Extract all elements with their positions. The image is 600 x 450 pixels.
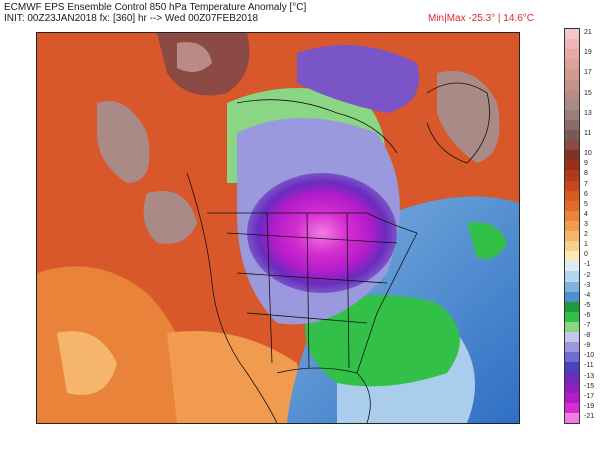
- colorbar-cell: [565, 271, 579, 283]
- colorbar-cell: [565, 59, 579, 70]
- colorbar-cell: [565, 49, 579, 60]
- colorbar-cell: [565, 220, 579, 232]
- coastline-east: [356, 232, 418, 374]
- colorbar-label: -6: [584, 311, 591, 319]
- colorbar-cell: [565, 261, 579, 272]
- colorbar-cell: [565, 241, 579, 252]
- colorbar-cell: [565, 160, 579, 171]
- colorbar-label: 17: [584, 69, 592, 77]
- map-svg: [37, 33, 519, 423]
- coastline-gulf: [276, 367, 371, 423]
- cold-north-arctic: [297, 45, 419, 113]
- temperature-anomaly-map: [36, 32, 520, 424]
- colorbar-label: 8: [584, 170, 588, 178]
- grid-line-4: [266, 212, 273, 364]
- colorbar-label: 5: [584, 200, 588, 208]
- colorbar-label: -3: [584, 281, 591, 289]
- green-atlantic: [467, 222, 507, 259]
- colorbar-label: -13: [584, 372, 595, 380]
- colorbar-cell: [565, 200, 579, 212]
- colorbar-cell: [565, 210, 579, 222]
- colorbar-label: 15: [584, 89, 592, 97]
- colorbar-label: 21: [584, 29, 592, 37]
- colorbar-cell: [565, 412, 579, 424]
- grid-line-2: [236, 272, 388, 284]
- colorbar-label: 0: [584, 251, 588, 259]
- colorbar-cell: [565, 170, 579, 182]
- colorbar-label: 10: [584, 150, 592, 158]
- colorbar-label: -11: [584, 362, 594, 370]
- coastline-west: [186, 172, 278, 423]
- colorbar-cell: [565, 362, 579, 373]
- colorbar-cell: [565, 382, 579, 394]
- colorbar-cell: [565, 281, 579, 293]
- colorbar-cell: [565, 231, 579, 242]
- colorbar-cell: [565, 352, 579, 363]
- cold-core: [247, 173, 397, 293]
- colorbar-label: 1: [584, 241, 588, 249]
- green-east-coast: [305, 295, 460, 387]
- grid-line-5: [306, 212, 310, 369]
- colorbar-label: 6: [584, 190, 588, 198]
- colorbar-cell: [565, 342, 579, 353]
- colorbar-label: -21: [584, 412, 595, 420]
- borders: [186, 82, 490, 423]
- colorbar-label: -1: [584, 261, 591, 269]
- init-forecast-line: INIT: 00Z23JAN2018 fx: [360] hr --> Wed …: [4, 13, 259, 24]
- colorbar-label: 11: [584, 130, 592, 138]
- hot-patch-west: [143, 191, 197, 244]
- colorbar-cell: [565, 140, 579, 151]
- colorbar-cell: [565, 392, 579, 404]
- colorbar-label: 9: [584, 160, 588, 168]
- grid-line-1: [226, 232, 398, 244]
- colorbar-cell: [565, 119, 579, 131]
- colorbar-cell: [565, 321, 579, 333]
- colorbar-cell: [565, 69, 579, 80]
- coastline-greenland: [426, 82, 490, 164]
- colorbar-cell: [565, 251, 579, 262]
- colorbar-label: 7: [584, 180, 588, 188]
- colorbar-cell: [565, 99, 579, 111]
- colorbar-label: 19: [584, 49, 592, 57]
- colorbar-label: 2: [584, 231, 588, 239]
- colorbar-label: -15: [584, 382, 595, 390]
- colorbar-cell: [565, 190, 579, 202]
- colorbar-label: 3: [584, 221, 588, 228]
- colorbar-label: -9: [584, 342, 591, 350]
- colorbar-cell: [565, 332, 579, 343]
- hot-patch-pacific: [97, 101, 150, 183]
- colorbar-cell: [565, 291, 579, 303]
- colorbar-cell: [565, 89, 579, 101]
- chart-title: ECMWF EPS Ensemble Control 850 hPa Tempe…: [4, 2, 307, 13]
- min-max-readout: Min|Max -25.3° | 14.6°C: [427, 13, 534, 24]
- border-us-canada: [207, 212, 418, 234]
- colorbar-label: -2: [584, 271, 591, 279]
- colorbar: [564, 28, 580, 424]
- colorbar-label: -4: [584, 291, 591, 299]
- colorbar-label: -17: [584, 392, 595, 400]
- colorbar-cell: [565, 79, 579, 91]
- pale-patch-sw: [57, 331, 117, 395]
- coastline-arctic: [236, 99, 398, 154]
- colorbar-label: -5: [584, 301, 591, 309]
- colorbar-cell: [565, 130, 579, 141]
- colorbar-cell: [565, 301, 579, 313]
- colorbar-label: -8: [584, 332, 591, 340]
- hot-patch-nw: [177, 42, 212, 72]
- colorbar-cell: [565, 402, 579, 414]
- colorbar-cell: [565, 311, 579, 323]
- grid-line-6: [346, 212, 350, 369]
- colorbar-label: -19: [584, 402, 595, 410]
- colorbar-cell: [565, 29, 579, 40]
- colorbar-cell: [565, 39, 579, 50]
- colorbar-cell: [565, 109, 579, 121]
- colorbar-cell: [565, 180, 579, 192]
- colorbar-label: -7: [584, 322, 591, 330]
- colorbar-cell: [565, 372, 579, 384]
- colorbar-cell: [565, 150, 579, 161]
- colorbar-label: -10: [584, 352, 595, 360]
- grid-line-3: [246, 312, 368, 324]
- colorbar-label: 13: [584, 109, 592, 117]
- colorbar-label: 4: [584, 210, 588, 218]
